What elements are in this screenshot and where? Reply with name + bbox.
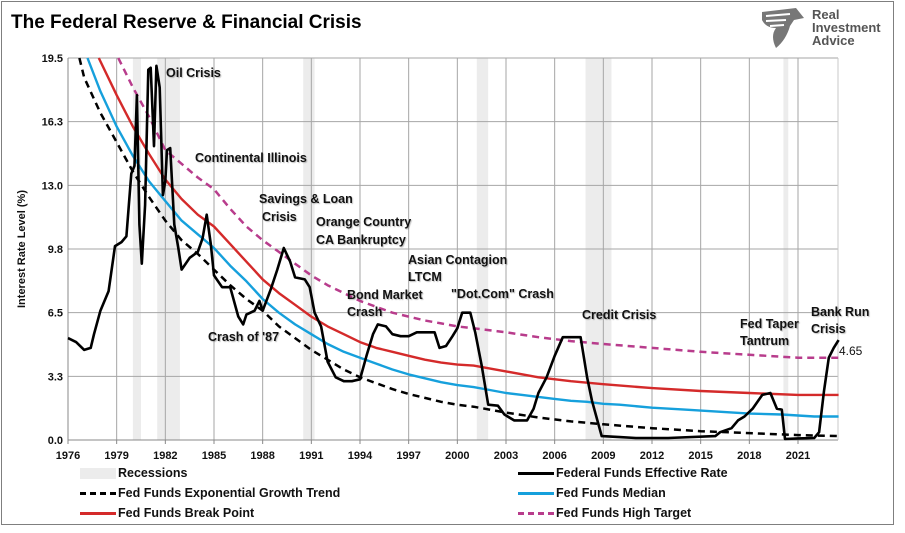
annotation-bond-market-2: Crash — [347, 305, 383, 319]
x-tick-label: 1994 — [348, 450, 373, 462]
x-tick-label: 2003 — [494, 450, 518, 462]
annotation-orange-county-2: CA Bankruptcy — [316, 233, 406, 247]
gridlines — [67, 57, 839, 441]
legend-median: Fed Funds Median — [518, 486, 666, 500]
legend-exp-trend: Fed Funds Exponential Growth Trend — [80, 486, 340, 500]
series-fed-funds-median — [86, 57, 839, 418]
annotation-bank-run: Bank Run — [811, 305, 870, 319]
legend-swatch-high — [518, 511, 554, 515]
legend-label: Federal Funds Effective Rate — [556, 466, 728, 480]
x-tick-label: 1991 — [299, 450, 323, 462]
annotation-fed-taper: Fed Taper — [740, 317, 799, 331]
legend-label: Fed Funds Median — [556, 486, 666, 500]
annotation-credit-crisis: Credit Crisis — [582, 308, 657, 322]
x-tick-label: 2000 — [445, 450, 469, 462]
logo-line-3: Advice — [812, 33, 855, 48]
annotation-crash-87: Crash of '87 — [208, 330, 280, 344]
annotation-fed-taper-2: Tantrum — [740, 334, 790, 348]
y-tick-label: 3.3 — [48, 371, 63, 383]
legend-swatch-recessions — [80, 467, 116, 479]
annotation-asian-contagion: Asian Contagion — [408, 253, 508, 267]
real-investment-advice-logo: Real Investment Advice — [756, 6, 891, 50]
chart-frame — [1, 1, 894, 525]
annotation-bank-run-2: Crisis — [811, 322, 846, 336]
series-fed-funds-exponential-growth-trend — [78, 57, 839, 438]
annotation-bond-market: Bond Market — [347, 288, 423, 302]
legend-high-target: Fed Funds High Target — [518, 506, 691, 520]
logo-line-1: Real — [812, 7, 840, 22]
y-tick-label: 16.3 — [42, 117, 63, 129]
legend-swatch-effective — [518, 471, 554, 475]
x-tick-label: 1982 — [153, 450, 177, 462]
x-tick-label: 1985 — [202, 450, 226, 462]
annotation-ltcm: LTCM — [408, 270, 442, 284]
series-federal-funds-effective-rate — [67, 64, 840, 441]
x-tick-label: 1988 — [250, 450, 274, 462]
annotation-oil-crisis: Oil Crisis — [166, 66, 221, 80]
annotation-continental-illinois: Continental Illinois — [195, 151, 307, 165]
x-tick-label: 2009 — [591, 450, 615, 462]
y-tick-label: 0.0 — [48, 435, 63, 447]
legend-label: Recessions — [118, 466, 188, 480]
y-axis-label: Interest Rate Level (%) — [16, 190, 28, 308]
x-tick-label: 2018 — [737, 450, 761, 462]
y-tick-label: 9.8 — [48, 244, 63, 256]
logo-line-2: Investment — [812, 20, 881, 35]
x-tick-label: 2012 — [640, 450, 664, 462]
annotation-orange-county: Orange Country — [316, 215, 412, 229]
series-fed-funds-high-target — [117, 57, 839, 359]
legend-swatch-median — [518, 491, 554, 495]
legend-break-point: Fed Funds Break Point — [80, 506, 254, 520]
y-tick-label: 6.5 — [48, 308, 63, 320]
legend-effective-rate: Federal Funds Effective Rate — [518, 466, 728, 480]
y-tick-label: 19.5 — [42, 53, 63, 65]
annotation-dotcom: "Dot.Com" Crash — [451, 287, 554, 301]
series-fed-funds-break-point — [97, 57, 839, 397]
eagle-icon — [762, 8, 804, 48]
x-tick-label: 2021 — [786, 450, 810, 462]
legend-label: Fed Funds Break Point — [118, 506, 255, 520]
last-value-label: 4.65 — [839, 344, 863, 358]
x-tick-label: 2006 — [542, 450, 566, 462]
annotation-savings-loan-2: Crisis — [262, 210, 297, 224]
x-tick-label: 1997 — [396, 450, 420, 462]
y-tick-label: 13.0 — [42, 180, 63, 192]
annotation-savings-loan: Savings & Loan — [259, 192, 353, 206]
legend-label: Fed Funds Exponential Growth Trend — [118, 486, 341, 500]
legend-recessions: Recessions — [80, 466, 187, 480]
x-tick-label: 1979 — [104, 450, 128, 462]
series-lines — [67, 57, 840, 441]
legend-label: Fed Funds High Target — [556, 506, 692, 520]
x-tick-label: 2015 — [688, 450, 712, 462]
axis-ticks: 0.0 3.3 6.5 9.8 13.0 16.3 19.5 1976 1979 1982 1985… — [42, 53, 811, 462]
legend-swatch-exp — [80, 491, 116, 495]
x-tick-label: 1976 — [56, 450, 80, 462]
legend-swatch-break — [80, 511, 116, 515]
chart-title: The Federal Reserve & Financial Crisis — [11, 12, 362, 33]
